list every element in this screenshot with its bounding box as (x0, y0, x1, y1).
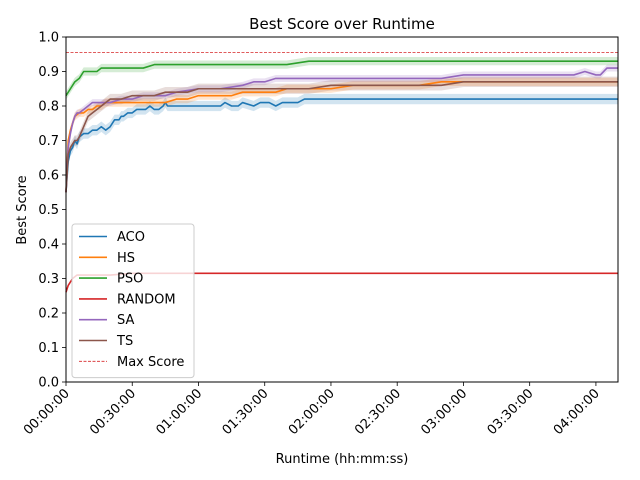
legend: ACO HS PSO RANDOM SA TS Max Score (71, 223, 195, 379)
y-tick-label: 0.7 (38, 134, 59, 149)
series-line-sa (65, 67, 618, 193)
band-sa (66, 64, 618, 196)
legend-label-max-score: Max Score (117, 355, 184, 370)
legend-label-random: RANDOM (117, 292, 176, 307)
legend-label-sa: SA (117, 313, 134, 328)
legend-label-hs: HS (117, 251, 135, 266)
y-axis-ticks: 0.0 0.1 0.2 0.3 0.4 0.5 0.6 0.7 0.8 0.9 1.0 (38, 31, 66, 391)
y-tick-label: 0.3 (38, 272, 59, 287)
band-pso (66, 57, 618, 100)
y-tick-label: 0.8 (38, 100, 59, 115)
x-tick-label: 01:00:00 (153, 386, 205, 438)
band-aco (66, 93, 618, 198)
x-axis-label: Runtime (hh:mm:ss) (276, 452, 409, 467)
y-tick-label: 0.0 (38, 376, 59, 391)
x-axis-ticks: 00:00:00 00:30:00 01:00:00 01:30:00 02:00:00… (21, 382, 603, 438)
legend-label-aco: ACO (117, 230, 145, 245)
x-tick-label: 00:00:00 (21, 386, 73, 438)
y-tick-label: 1.0 (38, 31, 59, 46)
series-line-aco (65, 98, 618, 193)
legend-label-ts: TS (116, 334, 133, 349)
x-tick-label: 00:30:00 (87, 386, 139, 438)
series-line-ts (65, 81, 618, 193)
x-tick-label: 03:00:00 (418, 386, 470, 438)
chart-title: Best Score over Runtime (249, 15, 435, 33)
legend-box (71, 223, 195, 379)
x-tick-label: 04:00:00 (551, 386, 603, 438)
y-tick-label: 0.1 (38, 341, 59, 356)
x-tick-label: 02:00:00 (286, 386, 338, 438)
x-tick-label: 03:30:00 (485, 386, 537, 438)
series-line-pso (65, 60, 618, 97)
x-tick-label: 01:30:00 (220, 386, 272, 438)
y-tick-label: 0.6 (38, 169, 59, 184)
y-axis-label: Best Score (15, 175, 30, 244)
y-tick-label: 0.2 (38, 307, 59, 322)
legend-label-pso: PSO (117, 272, 143, 287)
y-tick-label: 0.9 (38, 65, 59, 80)
y-tick-label: 0.4 (38, 238, 59, 253)
confidence-bands (66, 57, 618, 198)
y-tick-label: 0.5 (38, 203, 59, 218)
x-tick-label: 02:30:00 (352, 386, 404, 438)
